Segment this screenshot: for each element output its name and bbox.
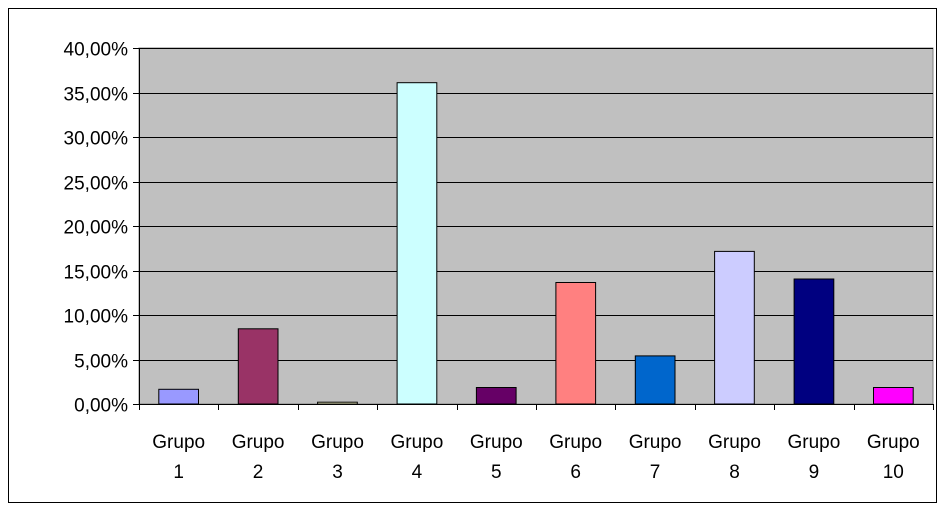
x-category-label: Grupo xyxy=(232,432,285,453)
y-tick-label: 20,00% xyxy=(64,218,129,239)
x-category-label: 10 xyxy=(883,462,904,483)
bar-chart: 0,00% 5,00% 10,00% 15,00% 20,00% 25,00% 30,00%… xyxy=(64,40,934,484)
x-category-label: Grupo xyxy=(470,432,523,453)
bar-7 xyxy=(634,355,676,405)
x-category-label: Grupo xyxy=(390,432,443,453)
x-category-label: 9 xyxy=(809,462,820,483)
x-category-label: 4 xyxy=(412,462,423,483)
bar-4 xyxy=(396,82,438,405)
y-tick-label: 25,00% xyxy=(64,174,129,195)
y-tick-label: 5,00% xyxy=(74,352,128,373)
bar-2 xyxy=(237,328,279,405)
y-tick-label: 15,00% xyxy=(64,263,129,284)
bar-5 xyxy=(475,387,517,405)
x-category-label: 7 xyxy=(650,462,661,483)
axes xyxy=(133,48,934,410)
x-category-label: Grupo xyxy=(311,432,364,453)
bar-6 xyxy=(555,282,597,405)
axis-labels: 0,00% 5,00% 10,00% 15,00% 20,00% 25,00% 30,00%… xyxy=(64,40,920,484)
x-category-label: 3 xyxy=(332,462,343,483)
bar-3 xyxy=(317,401,358,405)
x-category-label: Grupo xyxy=(549,432,602,453)
y-tick-label: 30,00% xyxy=(64,129,129,150)
x-category-label: 8 xyxy=(729,462,740,483)
bar-1 xyxy=(158,388,200,405)
bars xyxy=(158,82,914,405)
x-category-label: Grupo xyxy=(152,432,205,453)
x-category-label: 1 xyxy=(173,462,184,483)
x-category-label: Grupo xyxy=(867,432,920,453)
y-tick-label: 35,00% xyxy=(64,85,129,106)
x-category-label: 5 xyxy=(491,462,502,483)
x-category-label: Grupo xyxy=(708,432,761,453)
bar-10 xyxy=(873,387,914,405)
x-category-label: 6 xyxy=(570,462,581,483)
x-category-label: Grupo xyxy=(629,432,682,453)
x-category-label: 2 xyxy=(253,462,264,483)
x-category-label: Grupo xyxy=(787,432,840,453)
chart-area: 0,00% 5,00% 10,00% 15,00% 20,00% 25,00% 30,00%… xyxy=(8,8,937,503)
y-tick-label: 40,00% xyxy=(64,40,129,61)
bar-9 xyxy=(793,278,835,405)
y-tick-label: 10,00% xyxy=(64,307,129,328)
y-tick-label: 0,00% xyxy=(74,396,128,417)
bar-8 xyxy=(714,250,755,405)
